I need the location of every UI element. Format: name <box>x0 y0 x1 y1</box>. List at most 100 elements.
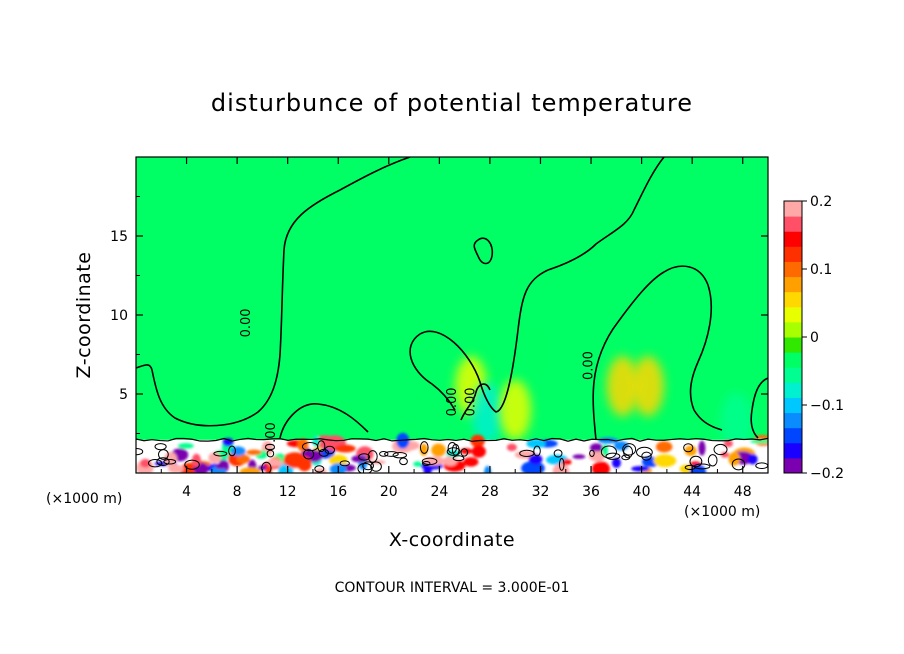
contour-line-near-surface <box>279 403 369 439</box>
surface-contour <box>379 450 389 457</box>
surface-patch <box>328 454 348 466</box>
surface-patch <box>422 456 446 466</box>
surface-patch <box>747 454 758 465</box>
surface-patch <box>215 464 228 470</box>
y-axis-title: Z-coordinate <box>73 252 95 379</box>
surface-contour <box>384 451 399 457</box>
surface-turbulence-layer <box>136 432 768 473</box>
surface-contour <box>421 457 438 466</box>
x-axis-unit: (×1000 m) <box>684 504 760 520</box>
surface-contour <box>392 452 407 459</box>
y-tick-label: 15 <box>110 229 128 245</box>
surface-contour <box>553 449 563 458</box>
surface-top-contour <box>136 437 768 442</box>
surface-patch <box>506 443 517 452</box>
surface-patch <box>631 465 650 472</box>
surface-patch <box>750 439 768 444</box>
surface-patch <box>236 454 251 464</box>
colorbar-segment <box>784 382 802 398</box>
surface-contour <box>605 452 621 460</box>
surface-contour <box>713 443 728 456</box>
surface-contour <box>600 445 617 459</box>
contour-line-left <box>136 157 411 427</box>
colorbar-tick-label: −0.1 <box>810 398 844 414</box>
colorbar-segment <box>784 397 802 414</box>
surface-patch <box>653 454 677 468</box>
anomaly-blob <box>471 382 504 443</box>
anomaly-blob <box>631 356 664 417</box>
surface-patch <box>598 437 619 444</box>
colorbar-segment <box>784 246 802 262</box>
surface-contour <box>589 449 595 457</box>
colorbar-segment <box>784 321 802 338</box>
surface-patch <box>140 458 151 468</box>
contour-labels: 0.00 0.00 0.00 0.00 0.00 <box>239 308 597 451</box>
plot-background <box>136 157 768 473</box>
surface-contour <box>303 449 315 460</box>
surface-patch <box>283 452 307 468</box>
x-axis-title: X-coordinate <box>389 529 515 551</box>
surface-contour <box>358 453 371 461</box>
surface-contour <box>641 451 652 461</box>
x-axis: 4 8 12 16 20 24 28 32 36 40 44 48 <box>160 157 752 500</box>
surface-contour <box>261 461 272 473</box>
colorbar-tick-label: 0.1 <box>810 262 832 278</box>
surface-patch <box>443 455 458 466</box>
colorbar-tick-label: −0.2 <box>810 466 844 482</box>
surface-contour <box>446 447 461 456</box>
surface-contour <box>636 446 653 458</box>
surface-patch <box>723 440 733 448</box>
x-tick-label: 40 <box>633 484 651 500</box>
surface-patch <box>728 451 741 466</box>
colorbar-segment <box>784 276 802 293</box>
contour-line-right-edge <box>750 377 768 439</box>
colorbar-segment <box>784 231 802 247</box>
surface-contour <box>419 441 429 454</box>
contour-interval-note: CONTOUR INTERVAL = 3.000E-01 <box>335 580 570 596</box>
colorbar-segment <box>784 201 802 217</box>
surface-patch <box>460 448 473 455</box>
surface-contour <box>460 448 469 457</box>
contour-line-small-loop <box>473 237 494 265</box>
x-tick-label: 16 <box>329 484 347 500</box>
surface-patch <box>222 437 234 447</box>
x-tick-label: 28 <box>481 484 499 500</box>
anomaly-blob <box>499 379 532 440</box>
surface-contour <box>163 458 177 465</box>
x-tick-label: 36 <box>582 484 600 500</box>
surface-patch <box>521 461 545 473</box>
surface-patch <box>698 440 706 456</box>
x-tick-label: 44 <box>683 484 701 500</box>
surface-patch <box>334 444 356 453</box>
x-tick-label: 32 <box>532 484 550 500</box>
colorbar-segment <box>784 412 802 429</box>
surface-patch <box>528 454 543 465</box>
contour-line-mid-right <box>409 157 665 413</box>
surface-patch <box>208 452 221 464</box>
surface-patch <box>168 464 185 473</box>
surface-contour <box>158 449 169 460</box>
surface-patch <box>239 467 261 473</box>
contour-lines <box>136 157 768 441</box>
contour-line-wiggle <box>460 383 491 421</box>
surface-patch <box>684 445 697 456</box>
surface-patch <box>471 445 486 458</box>
surface-contour <box>301 441 319 452</box>
surface-patch <box>588 451 606 462</box>
anomaly-blob <box>606 356 639 417</box>
anomaly-blob <box>518 324 551 385</box>
surface-contour <box>339 460 350 467</box>
surface-patch <box>591 461 610 473</box>
colorbar-segment <box>784 306 802 323</box>
x-tick-label: 48 <box>734 484 752 500</box>
colorbar-segment <box>784 337 802 353</box>
surface-contour <box>367 450 378 463</box>
y-tick-label: 10 <box>110 308 128 324</box>
surface-contour <box>318 448 330 457</box>
colorbar-segment <box>784 291 802 308</box>
surface-patch <box>720 451 730 458</box>
surface-patch <box>463 457 479 467</box>
colorbar-segment <box>784 216 802 232</box>
surface-patch <box>526 438 546 449</box>
